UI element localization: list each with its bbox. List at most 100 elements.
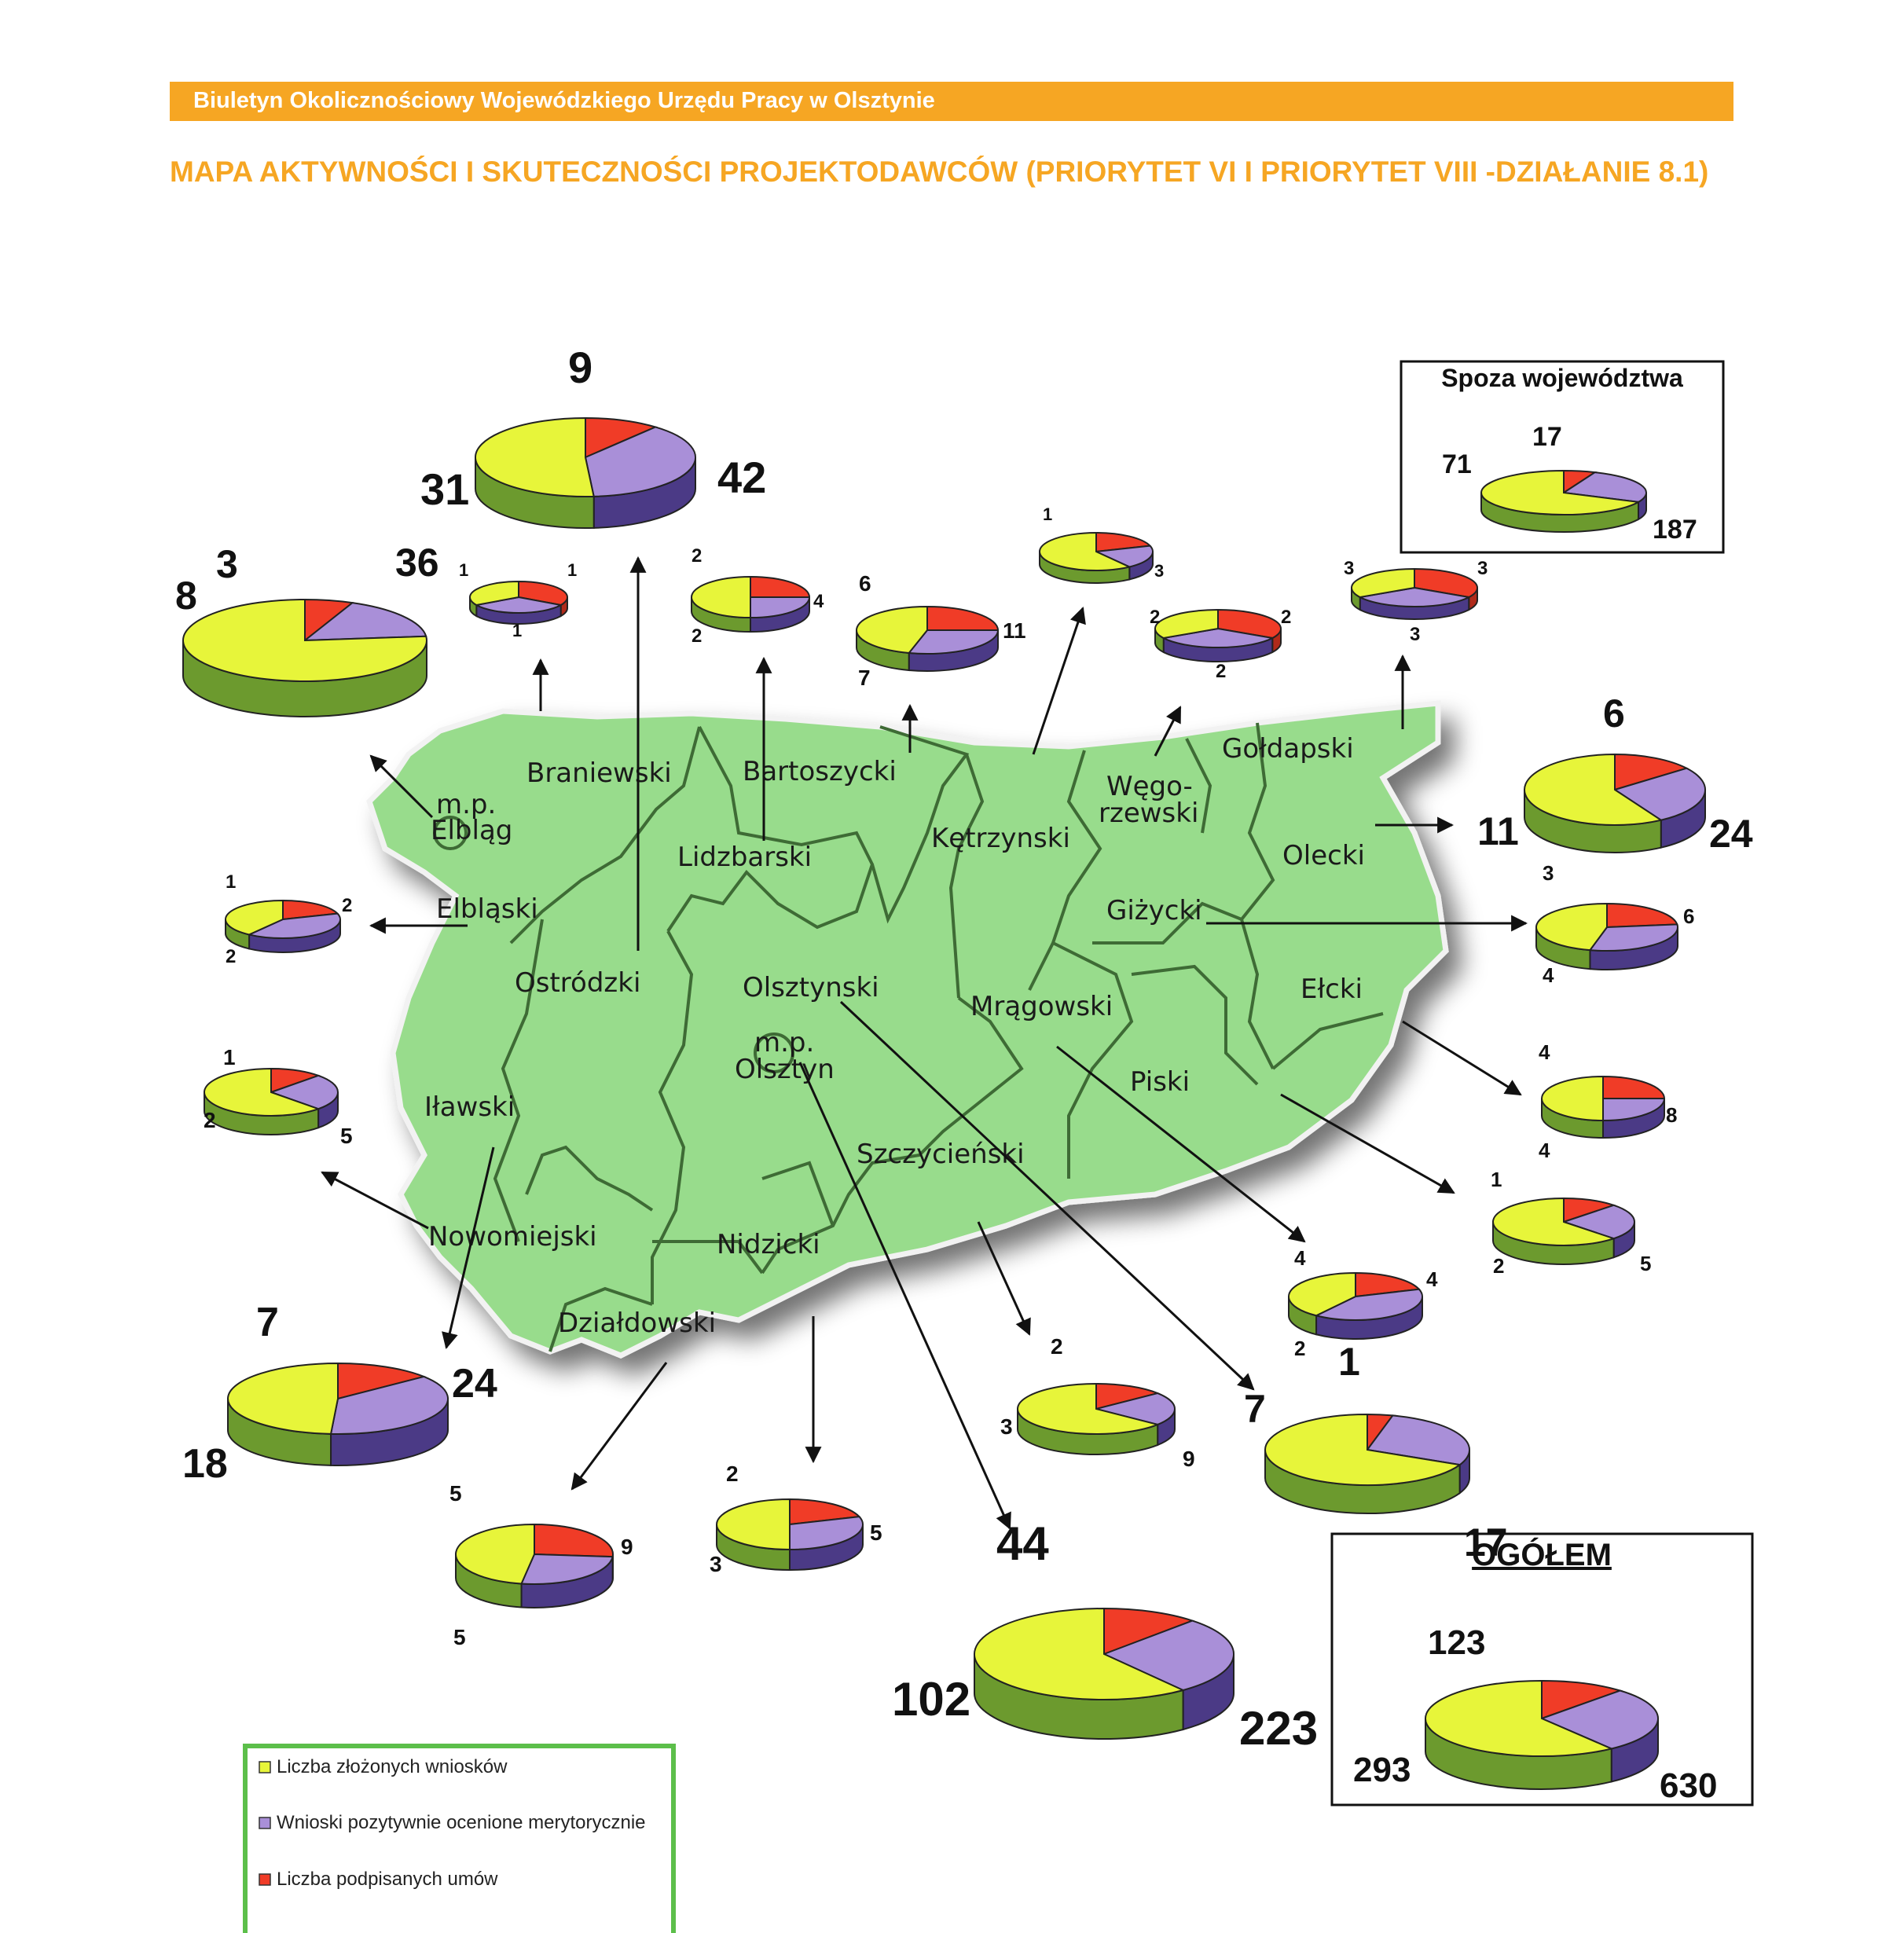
value-label-positive: 4 <box>1539 1139 1550 1162</box>
value-label-positive: 7 <box>1244 1387 1266 1431</box>
value-label-positive: 71 <box>1442 449 1472 479</box>
value-label-applications: 223 <box>1239 1702 1318 1755</box>
value-label-applications: 187 <box>1653 515 1697 545</box>
pie-slice-positive <box>1612 767 1706 821</box>
value-label-applications: 5 <box>340 1124 353 1148</box>
pie-slice-positive <box>1095 1392 1176 1425</box>
header-bar: Biuletyn Okolicznościowy Wojewódzkiego U… <box>170 82 1733 121</box>
pie-ogółem <box>1425 1679 1659 1790</box>
value-label-positive: 4 <box>1294 1246 1306 1270</box>
pie-slice-applications <box>182 598 427 682</box>
value-label-applications: 17 <box>1464 1520 1508 1564</box>
pie-slice-contracts <box>534 1523 614 1558</box>
value-label-applications: 2 <box>342 895 352 916</box>
pie-slice-positive <box>1588 923 1678 952</box>
county-elblaski: Elbląski <box>436 893 538 925</box>
pie-slice-positive <box>750 596 811 619</box>
county-wegorzewski-2: rzewski <box>1099 798 1198 829</box>
county-ilawski: Iławski <box>424 1091 515 1123</box>
county-goldapski: Gołdapski <box>1222 733 1354 765</box>
pie-giżycki <box>1535 902 1678 970</box>
value-label-contracts: 1 <box>1491 1168 1502 1191</box>
value-label-positive: 8 <box>175 574 197 618</box>
pie-slice-contracts <box>1614 753 1689 791</box>
pie-m-p-elbląg <box>182 598 427 717</box>
pie-slice-positive <box>247 912 341 939</box>
pie-bartoszycki <box>856 605 1000 672</box>
pie-slice-applications <box>1351 567 1415 599</box>
pie-olecki <box>1524 753 1706 853</box>
pie-slice-applications <box>226 1362 339 1435</box>
value-label-applications: 9 <box>1183 1447 1195 1471</box>
value-label-contracts: 5 <box>449 1481 462 1506</box>
pie-slice-applications <box>1491 1197 1616 1246</box>
county-piski: Piski <box>1130 1066 1190 1098</box>
pie-gołdapski <box>1351 567 1478 620</box>
value-label-positive: 1 <box>1043 504 1052 524</box>
value-label-contracts: 123 <box>1428 1623 1485 1662</box>
legend-swatch-positive <box>259 1817 271 1829</box>
value-label-positive: 1 <box>459 560 468 580</box>
value-label-positive: 5 <box>453 1625 466 1649</box>
pie-iławski <box>204 1067 339 1135</box>
pie-slice-positive <box>1161 627 1275 648</box>
ogolem-box <box>1330 1532 1754 1806</box>
value-label-contracts: 1 <box>226 871 236 893</box>
county-mp-olsztyn-2: Olsztyn <box>735 1054 835 1085</box>
value-label-contracts: 3 <box>1543 861 1554 885</box>
legend-item-positive: Wnioski pozytywnie ocenione merytoryczni… <box>277 1812 646 1833</box>
value-label-contracts: 44 <box>996 1517 1049 1570</box>
county-wegorzewski-1: Węgo- <box>1106 771 1193 802</box>
pie-kętrzynski <box>1039 531 1154 584</box>
pie-slice-positive <box>1357 586 1472 607</box>
county-elcki: Ełcki <box>1301 974 1363 1005</box>
legend-item-contracts: Liczba podpisanych umów <box>277 1869 498 1890</box>
pie-slice-positive <box>1539 1689 1659 1750</box>
value-label-positive: 11 <box>1477 809 1519 853</box>
value-label-contracts: 6 <box>859 571 871 596</box>
value-label-positive: 2 <box>1150 607 1160 628</box>
value-label-contracts: 3 <box>216 542 238 586</box>
value-label-contracts: 2 <box>692 545 702 567</box>
pie-nowomiejski <box>226 1362 449 1467</box>
value-label-contracts: 4 <box>1539 1040 1550 1064</box>
pie-slice-applications <box>1541 1075 1604 1122</box>
pie-slice-applications <box>1039 531 1132 571</box>
value-label-positive: 2 <box>692 625 702 647</box>
value-label-applications: 8 <box>1666 1103 1677 1127</box>
pie-slice-applications <box>1535 902 1608 952</box>
pie-spoza-województwa <box>1480 469 1647 533</box>
value-label-contracts: 7 <box>256 1300 279 1345</box>
county-mragowski: Mrągowski <box>970 991 1113 1022</box>
pie-slice-contracts <box>1103 1607 1195 1656</box>
pie-braniewski <box>469 580 568 625</box>
value-label-applications: 5 <box>870 1520 882 1545</box>
pie-slice-applications <box>691 575 751 619</box>
county-dzialdowski: Działdowski <box>558 1308 716 1339</box>
pie-szczycieński <box>1017 1382 1176 1455</box>
pie-slice-positive <box>789 1516 864 1551</box>
pie-slice-applications <box>204 1067 321 1117</box>
ogolem-title: OGÓŁEM <box>1472 1536 1612 1572</box>
header-text: Biuletyn Okolicznościowy Wojewódzkiego U… <box>193 88 935 113</box>
value-label-applications: 11 <box>1003 618 1026 643</box>
legend-swatch-applications <box>259 1761 271 1773</box>
pie-slice-positive <box>584 426 696 497</box>
county-nowomiejski: Nowomiejski <box>428 1221 597 1253</box>
pie-slice-positive <box>268 1074 339 1110</box>
pie-slice-contracts <box>585 416 659 459</box>
value-label-applications: 4 <box>1426 1267 1438 1291</box>
value-label-contracts: 9 <box>568 343 592 392</box>
value-label-applications: 36 <box>395 541 439 585</box>
county-mp-elblag-2: Elbląg <box>431 815 512 846</box>
value-label-contracts: 2 <box>726 1462 739 1486</box>
pie-slice-applications <box>1288 1271 1356 1317</box>
pie-mrągowski <box>1288 1271 1423 1340</box>
value-label-positive: 7 <box>858 666 871 690</box>
pie-slice-positive <box>329 1375 449 1436</box>
pie-slice-applications <box>455 1523 535 1585</box>
value-label-positive: 3 <box>1344 558 1354 579</box>
value-label-positive: 2 <box>226 946 236 967</box>
county-szczycienski: Szczycieński <box>857 1139 1025 1170</box>
pie-slice-applications <box>974 1607 1186 1700</box>
